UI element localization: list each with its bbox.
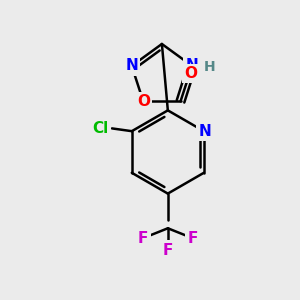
Text: O: O [137,94,150,109]
Text: F: F [138,231,148,246]
Text: F: F [188,231,198,246]
Text: O: O [184,66,197,81]
Text: N: N [199,124,211,139]
Text: N: N [125,58,138,74]
Text: H: H [204,60,216,74]
Text: F: F [163,243,173,258]
Text: Cl: Cl [92,121,108,136]
Text: N: N [186,58,198,74]
